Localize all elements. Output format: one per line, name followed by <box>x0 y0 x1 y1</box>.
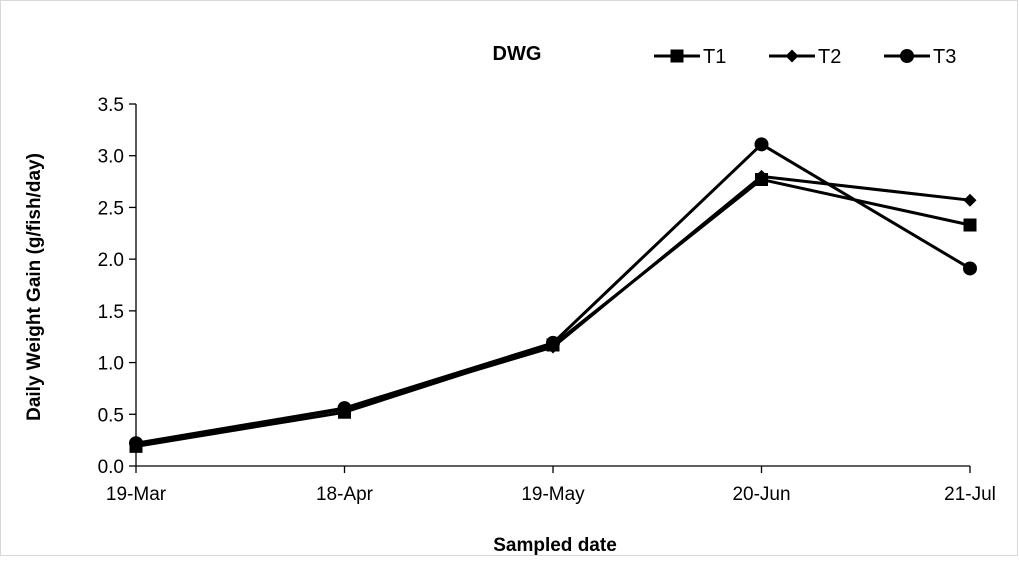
x-tick-label: 19-Mar <box>106 484 167 505</box>
y-tick-label: 3.0 <box>98 147 124 168</box>
diamond-marker <box>755 169 768 183</box>
legend-entry-t1: T1 <box>654 46 726 68</box>
legend-entry-t2: T2 <box>769 46 841 68</box>
legend-diamond-marker <box>785 49 799 63</box>
y-tick-label: 0.5 <box>98 405 124 426</box>
circle-marker <box>129 436 143 451</box>
y-tick-label: 2.5 <box>98 198 124 219</box>
legend-label: T3 <box>933 46 956 68</box>
x-tick-label: 19-May <box>521 484 585 505</box>
y-axis-title: Daily Weight Gain (g/fish/day) <box>24 153 45 421</box>
diamond-marker <box>963 193 977 207</box>
x-axis-title: Sampled date <box>493 535 617 556</box>
legend-entry-t3: T3 <box>884 46 956 68</box>
legend-label: T2 <box>818 46 841 68</box>
y-tick-label: 1.0 <box>98 354 124 375</box>
circle-marker <box>546 335 560 350</box>
square-marker <box>963 218 977 232</box>
y-tick-label: 3.5 <box>98 95 124 116</box>
circle-marker <box>337 401 352 416</box>
x-tick-label: 21-Jul <box>944 484 996 505</box>
legend: T1 T2 T3 <box>654 46 956 68</box>
x-tick-label: 18-Apr <box>316 484 374 505</box>
x-tick-label: 20-Jun <box>732 484 790 505</box>
legend-label: T1 <box>703 46 726 68</box>
series-t3 <box>129 137 977 451</box>
axes: 0.0 0.5 1.0 1.5 2.0 2.5 3.0 3.5 19-Mar 18-Apr 19-M… <box>98 95 996 505</box>
series-layer <box>129 137 977 453</box>
chart-title: DWG <box>493 43 542 65</box>
circle-marker <box>963 261 977 276</box>
y-tick-label: 2.0 <box>98 250 124 271</box>
legend-square-marker <box>670 49 684 63</box>
y-tick-label: 1.5 <box>98 302 124 323</box>
legend-circle-marker <box>900 49 914 63</box>
circle-marker <box>754 137 769 152</box>
y-tick-label: 0.0 <box>98 457 124 478</box>
